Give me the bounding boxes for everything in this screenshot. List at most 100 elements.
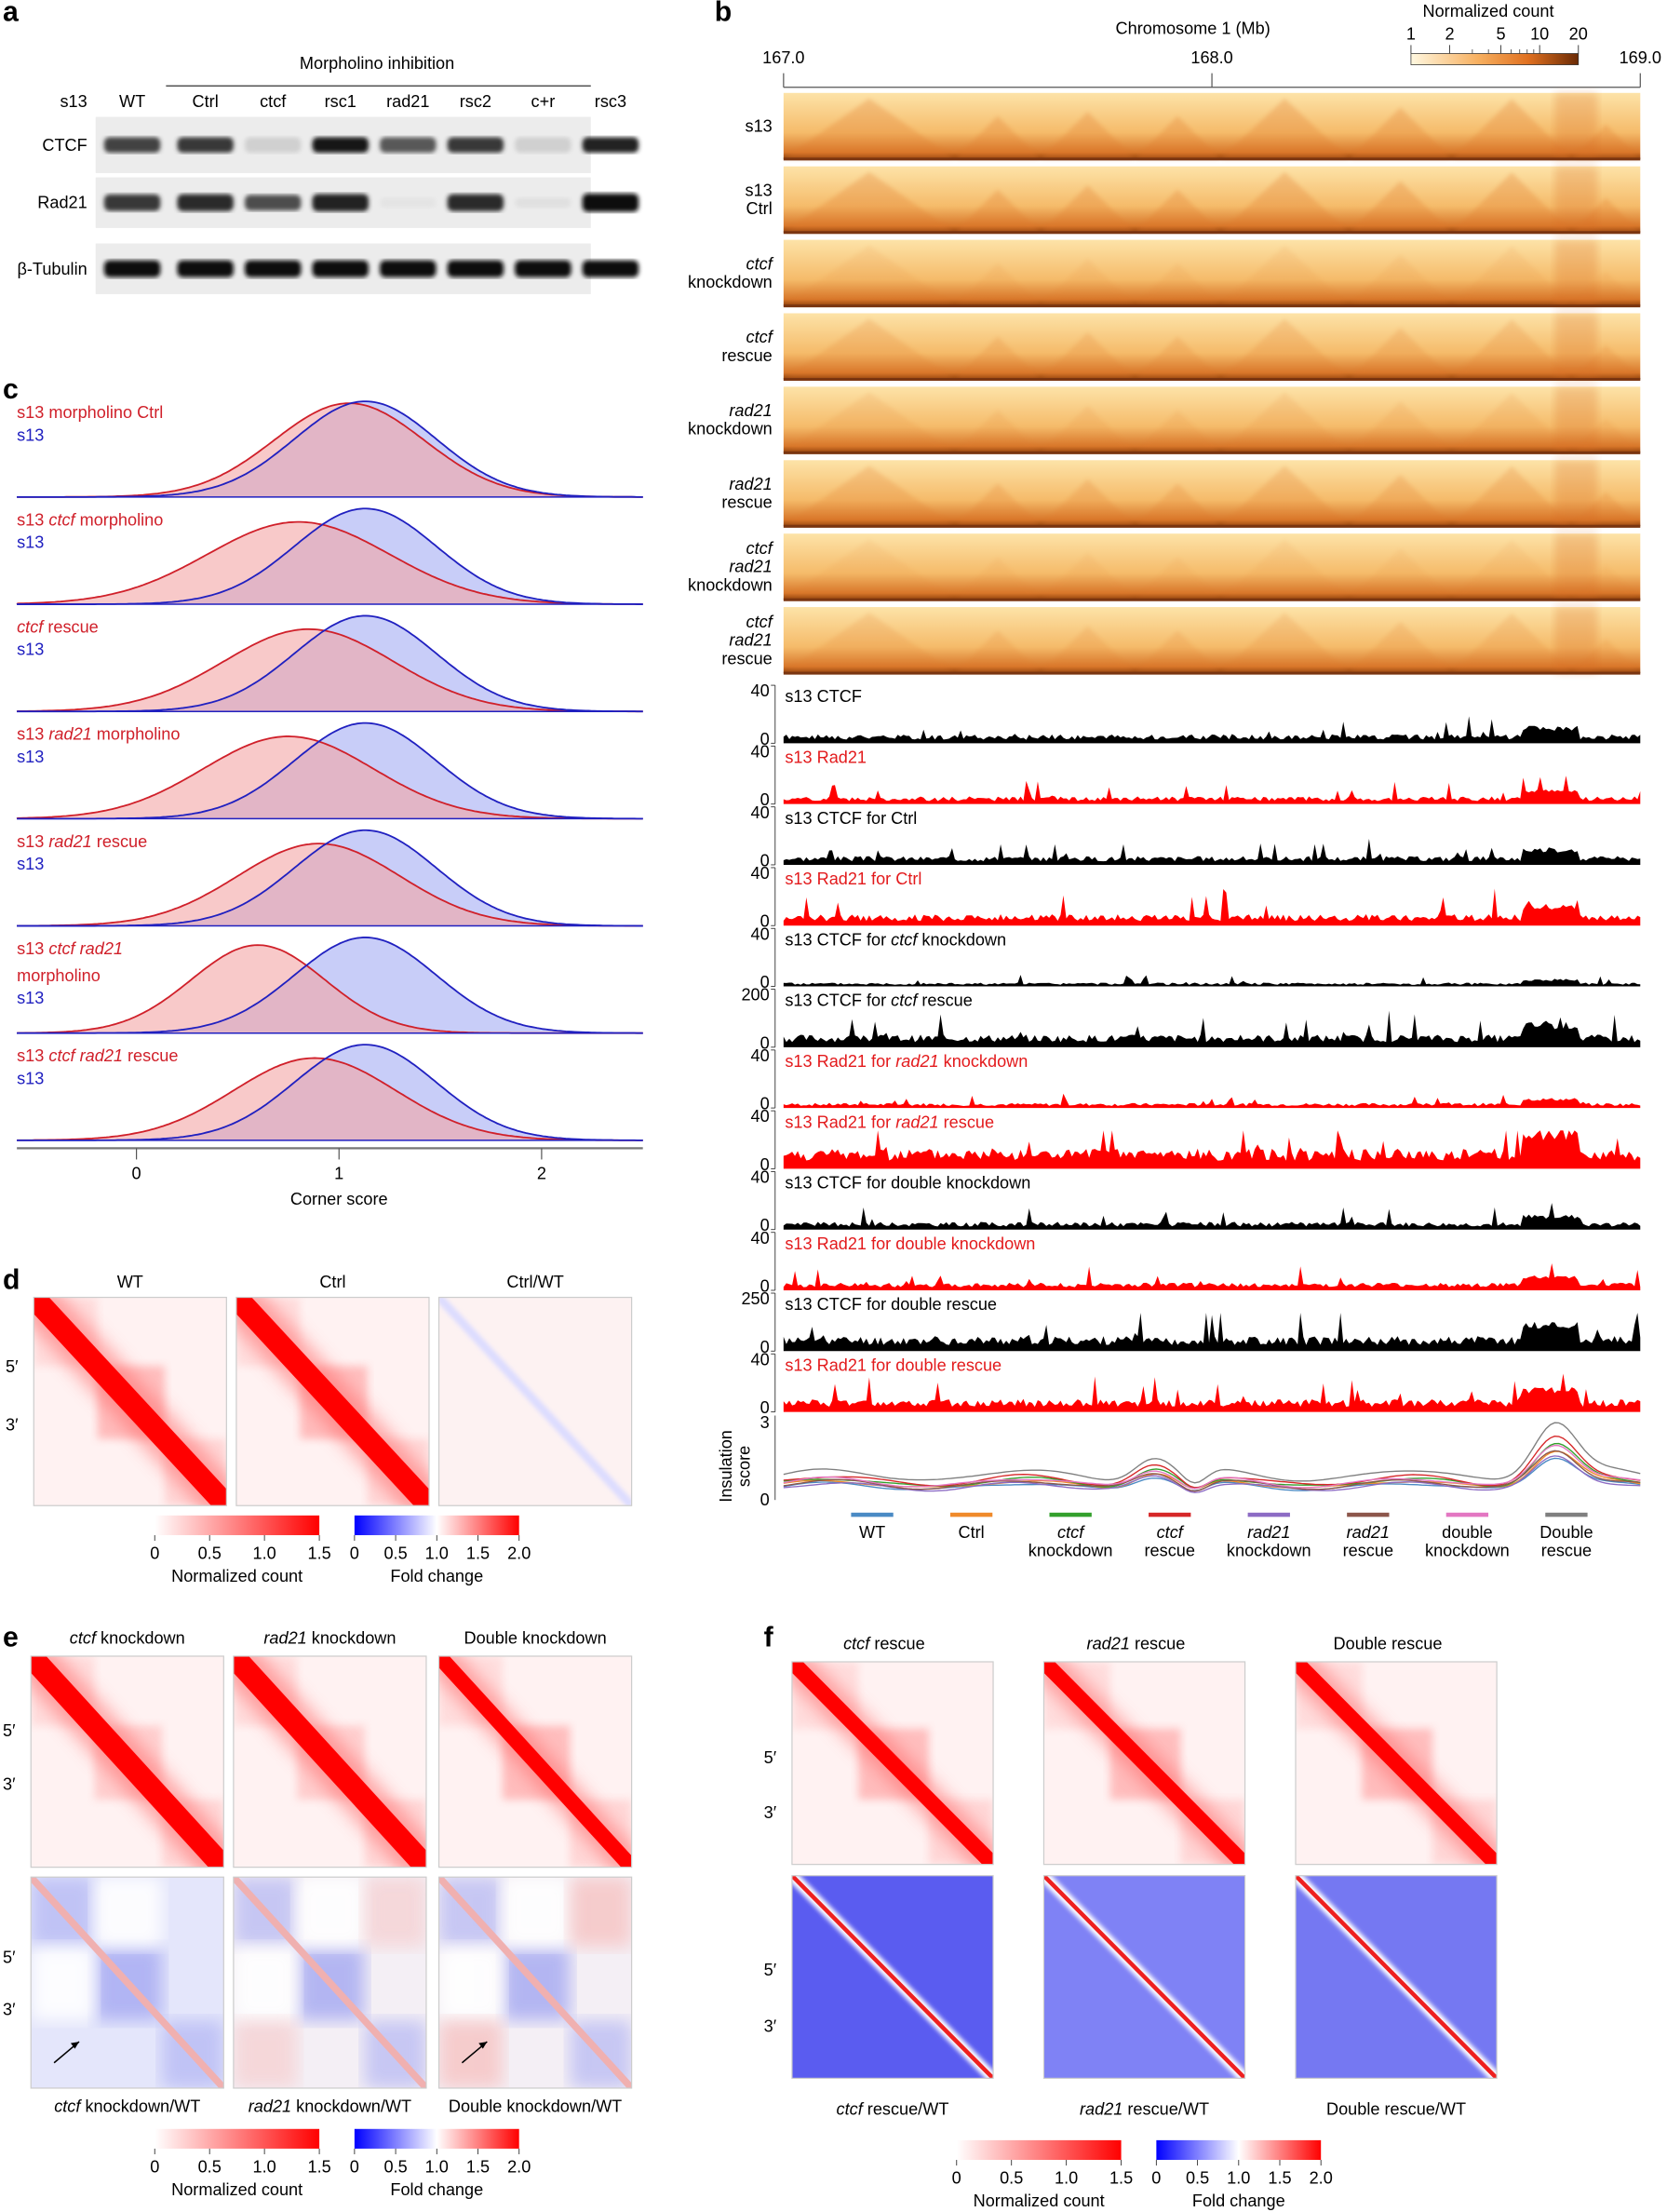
red-density-line bbox=[16, 843, 643, 927]
contact-map bbox=[33, 1296, 227, 1506]
blue-series-label: s13 bbox=[17, 748, 44, 766]
tad-triangle bbox=[783, 392, 955, 453]
chip-track: 40 0 s13 Rad21 for rad21 knockdown bbox=[751, 1046, 1641, 1113]
axis-tick-label: 168.0 bbox=[1190, 48, 1232, 67]
map-frame bbox=[233, 1876, 427, 2089]
map-title: Ctrl bbox=[319, 1273, 345, 1291]
ridge-pair: s13 ctcf rad21 morpholino s13 bbox=[16, 937, 643, 1034]
track-label-part: rescue bbox=[939, 1113, 994, 1131]
colorbar-tick-label: 0.5 bbox=[198, 2158, 222, 2177]
diagonal bbox=[791, 1875, 994, 2079]
track-label-italic: ctcf bbox=[891, 991, 919, 1010]
map-subtitle: rad21 rescue/WT bbox=[1080, 2100, 1209, 2119]
hic-row: s13 bbox=[746, 92, 1641, 161]
contact-map bbox=[235, 1296, 430, 1506]
insulation-curve bbox=[783, 1422, 1641, 1484]
colorbar-tick-label: 1.5 bbox=[307, 2158, 330, 2177]
title-part: Double knockdown/WT bbox=[449, 2097, 622, 2116]
blot-label: Rad21 bbox=[37, 194, 87, 212]
title-part: knockdown/WT bbox=[80, 2097, 200, 2116]
legend-swatch bbox=[949, 1512, 993, 1517]
blue-series-label: s13 bbox=[17, 989, 44, 1007]
track-ymin-label: 0 bbox=[760, 790, 770, 809]
track-label: s13 Rad21 for Ctrl bbox=[785, 870, 921, 888]
hic-row-label: s13 bbox=[746, 181, 773, 199]
hic-hotspot bbox=[1554, 607, 1598, 674]
red-density-fill bbox=[17, 628, 643, 712]
tad-triangle bbox=[1451, 539, 1572, 600]
map-title: Ctrl/WT bbox=[506, 1273, 563, 1291]
red-label-part: ctcf bbox=[48, 510, 76, 529]
track-signal-area bbox=[783, 1093, 1641, 1109]
insulation-curve bbox=[783, 1450, 1641, 1492]
fold-change-colorbar bbox=[1156, 2139, 1322, 2161]
red-label-part: ctcf rad21 bbox=[48, 1046, 123, 1065]
red-series-label: s13 ctcf rad21 bbox=[17, 939, 123, 958]
hic-hotspot bbox=[1554, 166, 1598, 233]
hic-hotspot bbox=[1554, 460, 1598, 527]
colorbar-tick-label: 1.0 bbox=[253, 2158, 276, 2177]
contact-map-body bbox=[791, 1662, 994, 1865]
track-label-part: s13 Rad21 for bbox=[785, 1113, 895, 1131]
blot-band bbox=[515, 260, 571, 277]
red-density-line bbox=[16, 520, 643, 605]
legend-label-line2: rescue bbox=[1541, 1542, 1592, 1560]
contact-map-body bbox=[791, 1875, 994, 2079]
track-label-italic: ctcf bbox=[891, 930, 919, 949]
legend-swatch bbox=[851, 1512, 894, 1517]
red-series-label: s13 ctcf morpholino bbox=[17, 510, 163, 529]
y-label-5prime: 5′ bbox=[3, 1948, 16, 1966]
diagonal bbox=[1295, 1875, 1498, 2079]
diagonal bbox=[31, 1655, 224, 1868]
hic-row-label: rad21 bbox=[729, 558, 772, 576]
track-signal-area bbox=[783, 776, 1641, 804]
chip-track: 40 0 s13 Rad21 for double knockdown bbox=[751, 1229, 1641, 1296]
contact-map-body bbox=[233, 1655, 426, 1868]
contact-map-body bbox=[233, 1877, 426, 2088]
tad-triangle bbox=[1451, 613, 1572, 674]
hic-hotspot bbox=[1554, 92, 1598, 159]
axis-tick-label: 167.0 bbox=[762, 48, 804, 67]
chip-track: 40 0 s13 Rad21 for Ctrl bbox=[751, 864, 1641, 931]
blot-band bbox=[177, 260, 234, 277]
lane-label: rsc3 bbox=[595, 92, 626, 111]
colorbar-title: Normalized count bbox=[974, 2192, 1105, 2210]
track-ymin-label: 0 bbox=[760, 973, 770, 991]
neutral-block bbox=[502, 1877, 571, 1948]
track-ymax-label: 40 bbox=[751, 1107, 770, 1126]
chip-track: 40 0 s13 Rad21 bbox=[751, 742, 1641, 809]
lane-label: rad21 bbox=[386, 92, 429, 111]
legend-label-line2: rescue bbox=[1145, 1542, 1195, 1560]
track-signal-area bbox=[783, 838, 1641, 865]
tad-triangle bbox=[783, 613, 955, 674]
red-density-fill bbox=[17, 735, 643, 819]
panel-label-c: c bbox=[3, 374, 19, 405]
corner-score-axis: 0 1 2 Corner score bbox=[17, 1147, 643, 1208]
legend-label: Double bbox=[1539, 1523, 1593, 1542]
tad-triangle bbox=[954, 630, 1041, 674]
chip-track: 40 0 s13 CTCF for Ctrl bbox=[751, 803, 1641, 870]
legend-label-line2: rescue bbox=[1343, 1542, 1393, 1560]
red-label-part: s13 bbox=[17, 1046, 48, 1065]
colorbar-tick-label: 1 bbox=[1406, 24, 1416, 43]
track-label: s13 CTCF for ctcf rescue bbox=[785, 991, 972, 1010]
red-series-label: s13 rad21 rescue bbox=[17, 832, 147, 851]
contact-map bbox=[233, 1876, 427, 2089]
panel-label-d: d bbox=[3, 1264, 20, 1295]
colorbar-tick-label: 0.5 bbox=[383, 1544, 407, 1563]
tad-triangle bbox=[1220, 171, 1350, 233]
tad-triangle bbox=[783, 539, 955, 600]
diagonal bbox=[235, 1297, 429, 1506]
map-frame bbox=[437, 1655, 633, 1868]
chromosome-axis-title: Chromosome 1 (Mb) bbox=[1116, 19, 1270, 37]
legend-label-line2: knockdown bbox=[1425, 1542, 1510, 1560]
contact-map-body bbox=[1043, 1875, 1245, 2079]
colorbar-group-d: 0 0.5 1.0 1.5 Normalized count 0 0.5 1.0 1.5 2.0 F… bbox=[150, 1515, 531, 1585]
tad-triangle bbox=[783, 318, 955, 380]
axis-tick-label: 169.0 bbox=[1620, 48, 1661, 67]
tad-triangle bbox=[1135, 189, 1221, 233]
